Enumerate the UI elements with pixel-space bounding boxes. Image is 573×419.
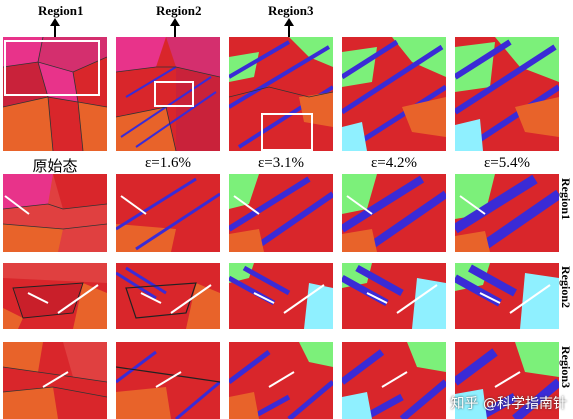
column-label-3-1: ε=3.1% xyxy=(257,155,304,171)
panel-region2-original xyxy=(3,263,107,329)
watermark: 知乎 @科学指南针 xyxy=(450,396,567,412)
column-label-1-6: ε=1.6% xyxy=(144,155,191,171)
panel-region2-1-6 xyxy=(116,263,220,329)
panel-region1-5-4 xyxy=(455,174,559,252)
panel-region1-1-6 xyxy=(116,174,220,252)
panel-region2-3-1 xyxy=(229,263,333,329)
column-label-original: 原始态 xyxy=(32,159,78,175)
highlight-box-region2 xyxy=(154,81,194,107)
column-label-5-4: ε=5.4% xyxy=(483,155,530,171)
column-label-4-2: ε=4.2% xyxy=(370,155,417,171)
panel-overview-5-4 xyxy=(455,37,559,151)
top-label-region3: Region3 xyxy=(268,3,314,18)
panel-region3-original xyxy=(3,342,107,419)
highlight-box-region3 xyxy=(261,113,313,151)
arrow-region1-icon xyxy=(50,18,60,44)
panel-overview-original xyxy=(3,37,107,151)
panel-region3-1-6 xyxy=(116,342,220,419)
panel-overview-1-6 xyxy=(116,37,220,151)
panel-region2-4-2 xyxy=(342,263,446,329)
panel-region3-4-2 xyxy=(342,342,446,419)
panel-region1-4-2 xyxy=(342,174,446,252)
row-label-region3: Region3 xyxy=(559,346,573,388)
top-label-region1: Region1 xyxy=(38,3,84,18)
panel-region3-5-4 xyxy=(455,342,559,419)
panel-overview-4-2 xyxy=(342,37,446,151)
row-label-region1: Region1 xyxy=(559,178,573,220)
top-label-region2: Region2 xyxy=(156,3,202,18)
row-label-region2: Region2 xyxy=(559,266,573,308)
panel-region1-original xyxy=(3,174,107,252)
highlight-box-region1 xyxy=(4,40,100,96)
panel-overview-3-1 xyxy=(229,37,333,151)
panel-region2-5-4 xyxy=(455,263,559,329)
panel-region3-3-1 xyxy=(229,342,333,419)
panel-region1-3-1 xyxy=(229,174,333,252)
